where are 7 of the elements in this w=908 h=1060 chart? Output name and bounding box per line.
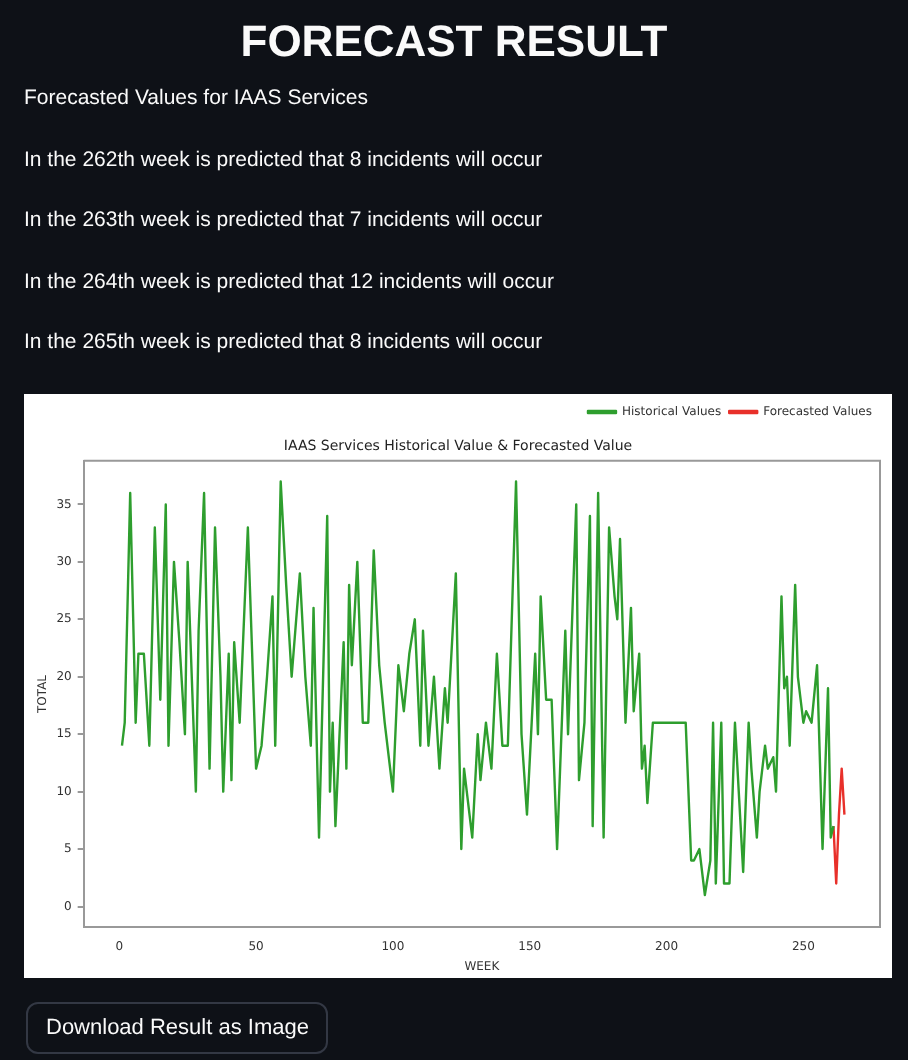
text: In the 263th week is predicted that 7 incidents will occur [24, 206, 545, 236]
text: In the 264th week is predicted that 12 incidents will occur [24, 267, 556, 297]
text: In the 262th week is predicted that 8 incidents will occur [24, 145, 545, 175]
download-button[interactable]: Download Result as Image [26, 1002, 329, 1054]
text: In the 265th week is predicted that 8 incidents will occur [24, 328, 545, 358]
chart-title: FORECAST RESULT [238, 14, 670, 70]
chart-subtitle: Forecasted Values for IAAS Services [24, 84, 370, 114]
